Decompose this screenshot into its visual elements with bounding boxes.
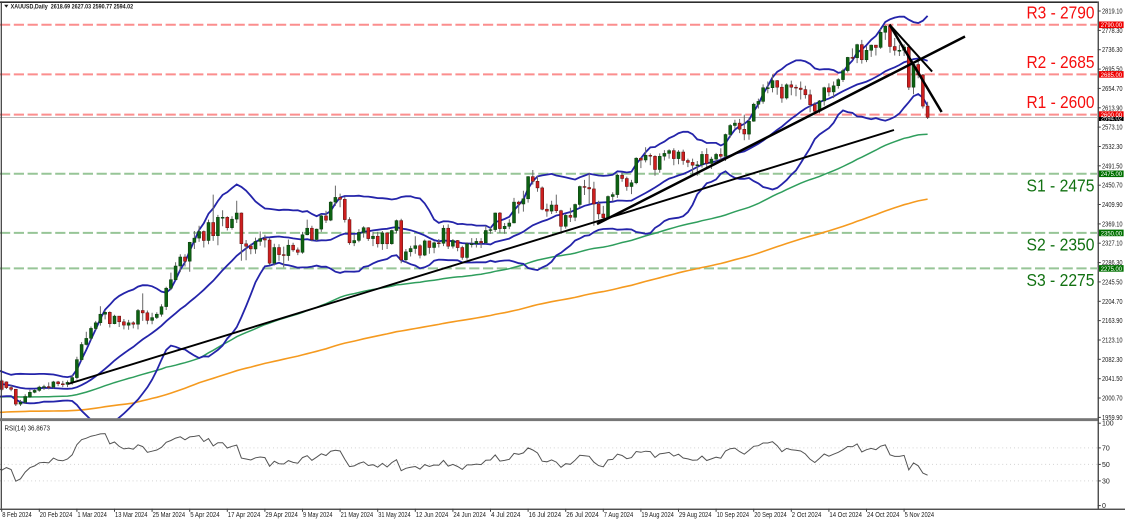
svg-text:2450.70: 2450.70: [1102, 183, 1123, 190]
svg-text:14 Oct 2024: 14 Oct 2024: [829, 512, 862, 519]
svg-text:2695.50: 2695.50: [1102, 67, 1123, 74]
svg-text:2613.90: 2613.90: [1102, 105, 1123, 112]
svg-text:1959.90: 1959.90: [1102, 415, 1123, 422]
svg-text:RSI(14) 36.8673: RSI(14) 36.8673: [5, 426, 51, 433]
svg-text:2369.10: 2369.10: [1102, 221, 1123, 228]
svg-text:0: 0: [1102, 503, 1106, 510]
svg-text:50: 50: [1102, 462, 1110, 469]
svg-text:8 Feb 2024: 8 Feb 2024: [2, 512, 32, 519]
svg-text:2573.10: 2573.10: [1102, 125, 1123, 132]
svg-text:2000.70: 2000.70: [1102, 396, 1123, 403]
svg-text:10 Sep 2024: 10 Sep 2024: [717, 512, 750, 519]
svg-text:25 Mar 2024: 25 Mar 2024: [153, 512, 186, 519]
svg-text:20 Sep 2024: 20 Sep 2024: [754, 512, 787, 519]
svg-text:R2 - 2685: R2 - 2685: [1027, 52, 1095, 72]
svg-text:20 Feb 2024: 20 Feb 2024: [40, 512, 73, 519]
svg-text:2082.30: 2082.30: [1102, 357, 1123, 364]
svg-text:13 Mar 2024: 13 Mar 2024: [115, 512, 148, 519]
svg-text:7 Aug 2024: 7 Aug 2024: [604, 512, 634, 519]
svg-text:2 Oct 2024: 2 Oct 2024: [792, 512, 822, 519]
svg-text:24 Oct 2024: 24 Oct 2024: [867, 512, 900, 519]
svg-text:XAUUSD,Daily 2618.69 2627.03: XAUUSD,Daily 2618.69 2627.03 2590.77 259…: [11, 3, 134, 10]
svg-text:2123.10: 2123.10: [1102, 338, 1123, 345]
svg-text:2532.30: 2532.30: [1102, 144, 1123, 151]
svg-text:12 Jun 2024: 12 Jun 2024: [416, 512, 449, 519]
svg-text:2350.00: 2350.00: [1101, 230, 1123, 237]
svg-text:2491.50: 2491.50: [1102, 163, 1123, 170]
svg-text:29 Apr 2024: 29 Apr 2024: [265, 512, 298, 519]
svg-text:9 May 2024: 9 May 2024: [303, 512, 333, 519]
svg-text:2778.30: 2778.30: [1102, 28, 1123, 35]
svg-text:16 Jul 2024: 16 Jul 2024: [529, 512, 562, 519]
svg-text:S3 - 2275: S3 - 2275: [1027, 270, 1095, 290]
svg-text:4 Jul 2024: 4 Jul 2024: [491, 512, 521, 519]
svg-text:5 Apr 2024: 5 Apr 2024: [190, 512, 220, 519]
svg-text:2275.00: 2275.00: [1101, 266, 1123, 273]
svg-text:31 May 2024: 31 May 2024: [378, 512, 411, 519]
svg-text:2475.00: 2475.00: [1101, 171, 1123, 178]
svg-text:100: 100: [1102, 421, 1114, 428]
svg-text:2654.70: 2654.70: [1102, 86, 1123, 93]
svg-text:2790.00: 2790.00: [1101, 22, 1123, 29]
svg-text:2594.02: 2594.02: [1101, 116, 1123, 123]
svg-text:2327.10: 2327.10: [1102, 241, 1123, 248]
svg-text:R3 - 2790: R3 - 2790: [1027, 2, 1095, 22]
svg-text:26 Jul 2024: 26 Jul 2024: [566, 512, 599, 519]
svg-text:29 Aug 2024: 29 Aug 2024: [679, 512, 712, 519]
svg-text:2685.00: 2685.00: [1101, 72, 1123, 79]
svg-text:2736.30: 2736.30: [1102, 47, 1123, 54]
svg-text:R1 - 2600: R1 - 2600: [1027, 92, 1095, 112]
svg-text:1 Mar 2024: 1 Mar 2024: [77, 512, 107, 519]
svg-text:17 Apr 2024: 17 Apr 2024: [228, 512, 261, 519]
svg-text:2163.90: 2163.90: [1102, 318, 1123, 325]
svg-text:2819.10: 2819.10: [1102, 9, 1123, 16]
svg-text:2600.00: 2600.00: [1101, 112, 1123, 119]
svg-text:5 Nov 2024: 5 Nov 2024: [905, 512, 935, 519]
svg-text:S1 - 2475: S1 - 2475: [1027, 175, 1095, 195]
svg-text:2409.90: 2409.90: [1102, 202, 1123, 209]
svg-text:2245.50: 2245.50: [1102, 279, 1123, 286]
svg-text:2286.30: 2286.30: [1102, 260, 1123, 267]
svg-text:30: 30: [1102, 478, 1110, 485]
svg-text:2041.50: 2041.50: [1102, 376, 1123, 383]
svg-text:19 Aug 2024: 19 Aug 2024: [641, 512, 674, 519]
svg-text:21 May 2024: 21 May 2024: [341, 512, 374, 519]
svg-text:2204.70: 2204.70: [1102, 299, 1123, 306]
svg-text:S2 - 2350: S2 - 2350: [1027, 234, 1095, 254]
svg-text:24 Jun 2024: 24 Jun 2024: [453, 512, 486, 519]
svg-text:70: 70: [1102, 445, 1110, 452]
